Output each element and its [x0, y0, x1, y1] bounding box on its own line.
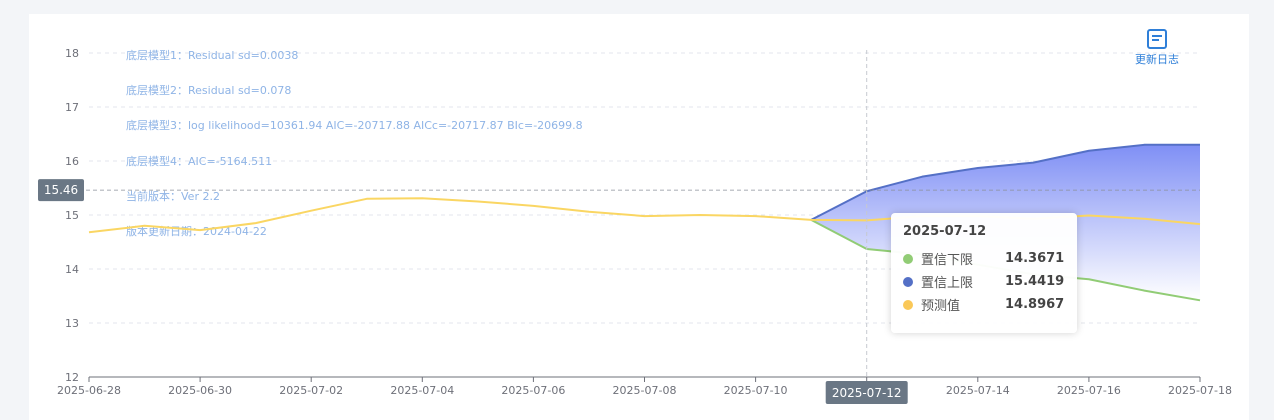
tooltip-value: 15.4419 [1005, 274, 1065, 289]
changelog-label: 更新日志 [1135, 53, 1179, 66]
crosshair-x-label: 2025-07-12 [832, 386, 902, 400]
y-tick-label: 12 [65, 371, 79, 384]
y-tick-label: 17 [65, 101, 79, 114]
annotation-text: 底层模型4：AIC=-5164.511 [126, 154, 272, 168]
tooltip-row-predict: 预测值 14.8967 [903, 293, 1065, 316]
tooltip-name: 置信下限 [921, 253, 974, 268]
tooltip-name: 置信上限 [921, 276, 974, 291]
tooltip-value: 14.3671 [1005, 251, 1065, 266]
x-tick-label: 2025-06-28 [57, 384, 121, 397]
annotation-text: 底层模型2：Residual sd=0.078 [126, 83, 291, 97]
y-tick-label: 14 [65, 263, 79, 276]
crosshair-x-badge [825, 381, 908, 404]
y-tick-label: 16 [65, 155, 79, 168]
tooltip-date: 2025-07-12 [903, 224, 987, 239]
tooltip-row-lower: 置信下限 14.3671 [903, 247, 1065, 270]
annotation-block: 底层模型1：Residual sd=0.0038 底层模型2：Residual s… [126, 48, 583, 238]
y-axis: 12 13 14 15 16 17 18 [65, 47, 79, 384]
changelog-icon [1147, 29, 1167, 49]
legend-dot-upper [903, 276, 913, 287]
x-tick-label: 2025-07-08 [613, 384, 677, 397]
annotation-text: 底层模型3：log likelihood=10361.94 AIC=-20717… [126, 118, 583, 132]
legend-dot-lower [903, 253, 913, 264]
crosshair-y-badge [38, 179, 84, 202]
x-tick-label: 2025-07-04 [390, 384, 454, 397]
annotation-text: 底层模型1：Residual sd=0.0038 [126, 48, 298, 62]
x-axis: 2025-06-28 2025-06-30 2025-07-02 2025-07-04… [57, 376, 1232, 397]
tooltip-value: 14.8967 [1005, 297, 1065, 312]
y-tick-label: 15 [65, 209, 79, 222]
y-tick-label: 18 [65, 47, 79, 60]
tooltip-name: 预测值 [921, 299, 961, 314]
legend-dot-predict [903, 299, 913, 310]
x-tick-label: 2025-07-16 [1057, 384, 1121, 397]
tooltip: 2025-07-12 置信下限 14.3671 置信上限 15.4419 预测值… [891, 213, 1077, 333]
crosshair: 15.46 2025-07-12 [38, 50, 1200, 404]
chart-card: 12 13 14 15 16 17 18 2025-06-28 2025-06-30 2025-… [29, 14, 1249, 420]
x-tick-label: 2025-06-30 [168, 384, 232, 397]
x-tick-label: 2025-07-10 [724, 384, 788, 397]
grid-lines [89, 52, 1200, 324]
y-tick-label: 13 [65, 317, 79, 330]
series-line-upper [810, 143, 1200, 221]
tooltip-row-upper: 置信上限 15.4419 [903, 270, 1065, 293]
x-tick-label: 2025-07-02 [279, 384, 343, 397]
x-tick-label: 2025-07-06 [501, 384, 565, 397]
crosshair-y-label: 15.46 [44, 183, 78, 197]
x-tick-label: 2025-07-18 [1168, 384, 1232, 397]
annotation-text: 当前版本：Ver 2.2 [126, 189, 220, 203]
x-tick-label: 2025-07-14 [946, 384, 1010, 397]
changelog-button[interactable]: 更新日志 [1127, 28, 1187, 67]
